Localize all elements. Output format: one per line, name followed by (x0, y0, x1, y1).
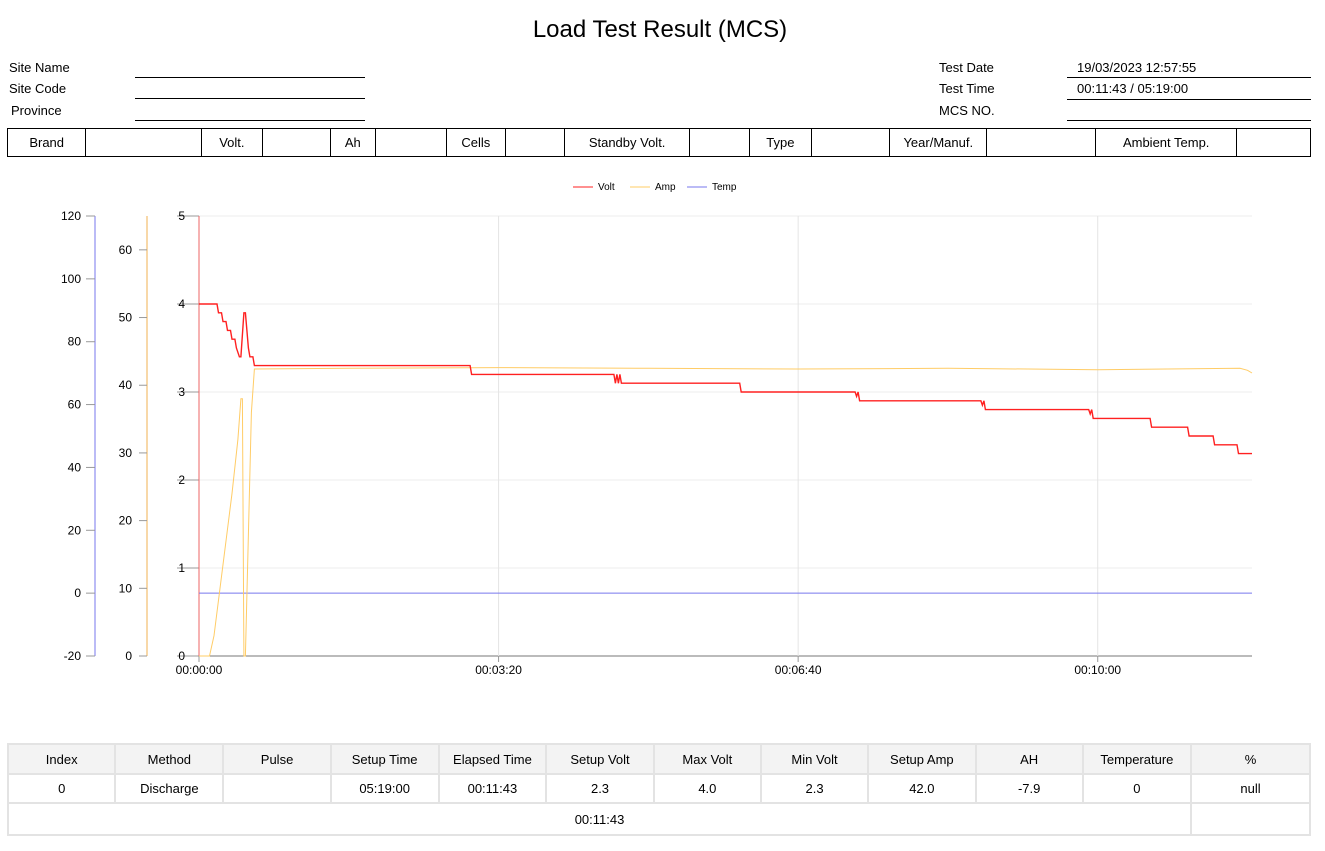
spec-label: Volt. (200, 128, 264, 157)
table-cell: Discharge (114, 773, 225, 804)
table-cell: null (1190, 773, 1311, 804)
amp-tick-label: 10 (119, 581, 133, 595)
table-cell: 05:19:00 (329, 773, 440, 804)
table-cell: 0 (1081, 773, 1193, 804)
temp-tick-label: 20 (68, 523, 82, 537)
spec-label: Type (749, 128, 812, 157)
spec-value (1235, 128, 1312, 157)
table-cell: -7.9 (974, 773, 1084, 804)
legend-label-amp: Amp (655, 182, 676, 193)
volt-tick-label: 5 (178, 209, 185, 223)
results-table: Index Method Pulse Setup Time Elapsed Time Se… (6, 743, 1311, 836)
temp-tick-label: 100 (61, 272, 81, 286)
test-date-value: 19/03/2023 12:57:55 (1077, 60, 1197, 75)
column-header: % (1190, 743, 1311, 775)
volt-tick-label: 0 (178, 649, 185, 663)
column-header: AH (974, 743, 1084, 775)
mcs-no-label: MCS NO. (939, 103, 995, 118)
table-cell: 2.3 (545, 773, 655, 804)
x-tick-label: 00:10:00 (1074, 663, 1121, 677)
province-label: Province (11, 103, 62, 118)
amp-tick-label: 0 (125, 649, 132, 663)
series-line-amp (199, 367, 1253, 657)
mcs-no-field (1067, 120, 1311, 121)
spec-label: Ah (330, 128, 376, 157)
site-code-field (135, 98, 365, 99)
volt-tick-label: 2 (178, 473, 185, 487)
amp-tick-label: 30 (119, 446, 133, 460)
column-header: Setup Time (329, 743, 440, 775)
footer-empty (1190, 802, 1311, 836)
spec-value (810, 128, 891, 157)
legend-label-volt: Volt (598, 182, 615, 193)
page-title: Load Test Result (MCS) (532, 16, 788, 43)
footer-elapsed: 00:11:43 (6, 802, 1193, 836)
column-header: Min Volt (759, 743, 870, 775)
table-cell: 2.3 (759, 773, 870, 804)
temp-tick-label: 40 (68, 460, 82, 474)
amp-tick-label: 60 (119, 243, 133, 257)
province-field (135, 120, 365, 121)
spec-value (262, 128, 332, 157)
x-tick-label: 00:00:00 (176, 663, 223, 677)
spec-label: Cells (445, 128, 507, 157)
temp-tick-label: 60 (68, 398, 82, 412)
table-cell: 42.0 (867, 773, 977, 804)
spec-value (986, 128, 1097, 157)
volt-tick-label: 3 (178, 385, 185, 399)
table-row: 0 Discharge 05:19:00 00:11:43 2.3 4.0 2.3 42.0-… (6, 773, 1311, 804)
temp-tick-label: 80 (68, 335, 82, 349)
table-cell (222, 773, 332, 804)
test-date-underline (1067, 77, 1311, 78)
amp-tick-label: 40 (119, 378, 133, 392)
site-name-field (135, 77, 365, 78)
column-header: Elapsed Time (437, 743, 548, 775)
x-tick-label: 00:03:20 (475, 663, 522, 677)
amp-tick-label: 20 (119, 514, 133, 528)
amp-tick-label: 50 (119, 311, 133, 325)
column-header: Temperature (1081, 743, 1193, 775)
column-header: Index (6, 743, 117, 775)
temp-tick-label: 0 (74, 586, 81, 600)
column-header: Max Volt (652, 743, 762, 775)
table-cell: 00:11:43 (437, 773, 548, 804)
spec-label: Year/Manuf. (889, 128, 988, 157)
column-header: Pulse (222, 743, 332, 775)
series-line-volt (199, 303, 1252, 455)
table-cell: 4.0 (652, 773, 762, 804)
volt-tick-label: 1 (178, 561, 185, 575)
column-header: Setup Volt (545, 743, 655, 775)
volt-tick-label: 4 (178, 297, 185, 311)
column-header: Setup Amp (867, 743, 977, 775)
x-tick-label: 00:06:40 (775, 663, 822, 677)
spec-label: Ambient Temp. (1095, 128, 1237, 157)
test-date-label: Test Date (939, 60, 994, 75)
spec-value (374, 128, 447, 157)
load-test-chart: 0 1 2 3 4 5 00:00:00 00:03:20 00:06:40 00:10:00 0 1… (61, 182, 1253, 677)
test-time-label: Test Time (939, 81, 995, 96)
test-time-underline (1067, 99, 1311, 100)
spec-label: Brand (6, 128, 87, 157)
table-cell: 0 (6, 773, 117, 804)
column-header: Method (114, 743, 225, 775)
temp-tick-label: 120 (61, 209, 81, 223)
spec-value (505, 128, 566, 157)
legend-label-temp: Temp (712, 182, 737, 193)
battery-spec-table: Brand Volt. Ah Cells Standby Volt. Type Year/M… (6, 128, 1312, 157)
spec-value (689, 128, 751, 157)
spec-value (85, 128, 202, 157)
site-name-label: Site Name (9, 60, 70, 75)
site-code-label: Site Code (9, 81, 67, 96)
test-time-value: 00:11:43 / 05:19:00 (1077, 81, 1189, 96)
temp-tick-label: -20 (64, 649, 82, 663)
